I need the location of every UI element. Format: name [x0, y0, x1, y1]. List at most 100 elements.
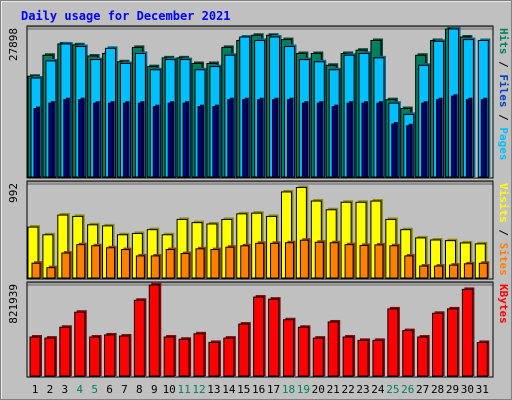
bar-pages-day30: [465, 99, 471, 178]
bar-sites-day9: [150, 255, 160, 279]
bar-kbytes-day2: [44, 337, 56, 377]
bar-kbytes-day1: [29, 336, 41, 377]
legend-part-3: /: [497, 108, 510, 128]
legend-part-0: Hits: [497, 28, 510, 55]
x-tick-label-day16: 16: [252, 383, 265, 396]
bar-kbytes-day24: [372, 339, 384, 377]
x-tick-label-day4: 4: [76, 383, 83, 396]
series-legend-hits-files-pages: Hits / Files / Pages: [497, 28, 510, 161]
bar-sites-day4: [76, 244, 86, 279]
bar-pages-day22: [346, 102, 352, 178]
legend-part-1: /: [497, 55, 510, 75]
bar-kbytes-day31: [476, 341, 488, 377]
bar-sites-day3: [61, 252, 71, 279]
x-tick-label-day12: 12: [192, 383, 205, 396]
bar-kbytes-day3: [59, 326, 71, 377]
bar-kbytes-day6: [104, 334, 116, 377]
x-tick-label-day26: 26: [401, 383, 414, 396]
bar-sites-day18: [284, 242, 294, 279]
bar-kbytes-day15: [238, 323, 250, 377]
x-tick-label-day8: 8: [136, 383, 143, 396]
bar-kbytes-day13: [208, 341, 220, 377]
bar-sites-day14: [225, 246, 235, 279]
bar-pages-day15: [242, 99, 248, 178]
bar-kbytes-day21: [327, 321, 339, 377]
bar-sites-day25: [389, 245, 399, 279]
bar-sites-day7: [120, 249, 130, 279]
bar-sites-day31: [478, 262, 488, 279]
bar-sites-day8: [135, 255, 145, 279]
bar-sites-day5: [91, 245, 101, 279]
bar-pages-day27: [421, 102, 427, 178]
bar-kbytes-day29: [446, 308, 458, 377]
bar-kbytes-day9: [148, 284, 160, 377]
bar-pages-day6: [108, 102, 114, 178]
bar-kbytes-day23: [357, 339, 369, 377]
x-tick-label-day11: 11: [177, 383, 190, 396]
bar-kbytes-day17: [268, 298, 280, 377]
bar-pages-day25: [391, 123, 397, 178]
bar-pages-day1: [33, 108, 39, 178]
bar-kbytes-day27: [417, 336, 429, 377]
x-tick-label-day30: 30: [461, 383, 474, 396]
bar-pages-day18: [286, 99, 292, 178]
x-tick-label-day13: 13: [207, 383, 220, 396]
bar-kbytes-day10: [163, 336, 175, 377]
bar-pages-day2: [48, 102, 54, 178]
x-tick-label-day7: 7: [121, 383, 128, 396]
legend-part-2: Sites: [497, 243, 510, 276]
series-legend-visits-sites: Visits / Sites: [497, 183, 510, 276]
bar-pages-day23: [361, 102, 367, 178]
bar-sites-day22: [344, 244, 354, 279]
bar-sites-day27: [419, 265, 429, 279]
bar-sites-day26: [404, 255, 414, 279]
bar-sites-day2: [46, 267, 56, 279]
x-tick-label-day22: 22: [341, 383, 354, 396]
bar-kbytes-day14: [223, 337, 235, 377]
bar-sites-day10: [165, 249, 175, 279]
bar-kbytes-day30: [461, 288, 473, 377]
x-tick-label-day5: 5: [91, 383, 98, 396]
x-tick-label-day6: 6: [106, 383, 113, 396]
bar-sites-day1: [31, 262, 41, 279]
legend-part-2: Files: [497, 74, 510, 107]
bar-sites-day16: [255, 242, 265, 279]
bar-sites-day28: [434, 265, 444, 279]
bar-pages-day19: [301, 102, 307, 178]
x-tick-label-day14: 14: [222, 383, 236, 396]
bar-pages-day4: [78, 99, 84, 178]
bar-sites-day20: [314, 241, 324, 279]
bar-pages-day3: [63, 99, 69, 178]
legend-part-0: Visits: [497, 183, 510, 223]
bar-pages-day10: [167, 102, 173, 178]
bar-pages-day29: [450, 95, 456, 178]
bar-pages-day14: [227, 99, 233, 178]
x-tick-label-day2: 2: [47, 383, 54, 396]
bar-pages-day24: [376, 102, 382, 178]
bar-pages-day21: [331, 106, 337, 178]
bar-kbytes-day18: [282, 319, 294, 377]
bar-sites-day29: [448, 264, 458, 279]
x-tick-label-day28: 28: [431, 383, 444, 396]
x-tick-label-day18: 18: [282, 383, 295, 396]
ymax-label-hits-files-pages: 27898: [7, 28, 20, 61]
x-tick-label-day15: 15: [237, 383, 250, 396]
ymax-label-kbytes: 821939: [7, 284, 20, 324]
bar-kbytes-day8: [133, 299, 145, 377]
bar-pages-day5: [93, 102, 99, 178]
bar-pages-day20: [316, 102, 322, 178]
x-tick-label-day9: 9: [151, 383, 158, 396]
chart-title: Daily usage for December 2021: [21, 9, 231, 23]
series-legend-kbytes: KBytes: [497, 284, 510, 324]
bar-sites-day12: [195, 248, 205, 279]
bar-pages-day13: [212, 106, 218, 178]
x-tick-label-day20: 20: [312, 383, 325, 396]
bar-pages-day31: [480, 99, 486, 178]
bar-pages-day8: [137, 102, 143, 178]
bar-pages-day17: [272, 99, 278, 178]
x-tick-label-day10: 10: [163, 383, 176, 396]
bar-sites-day11: [180, 253, 190, 279]
bar-pages-day9: [152, 106, 158, 178]
